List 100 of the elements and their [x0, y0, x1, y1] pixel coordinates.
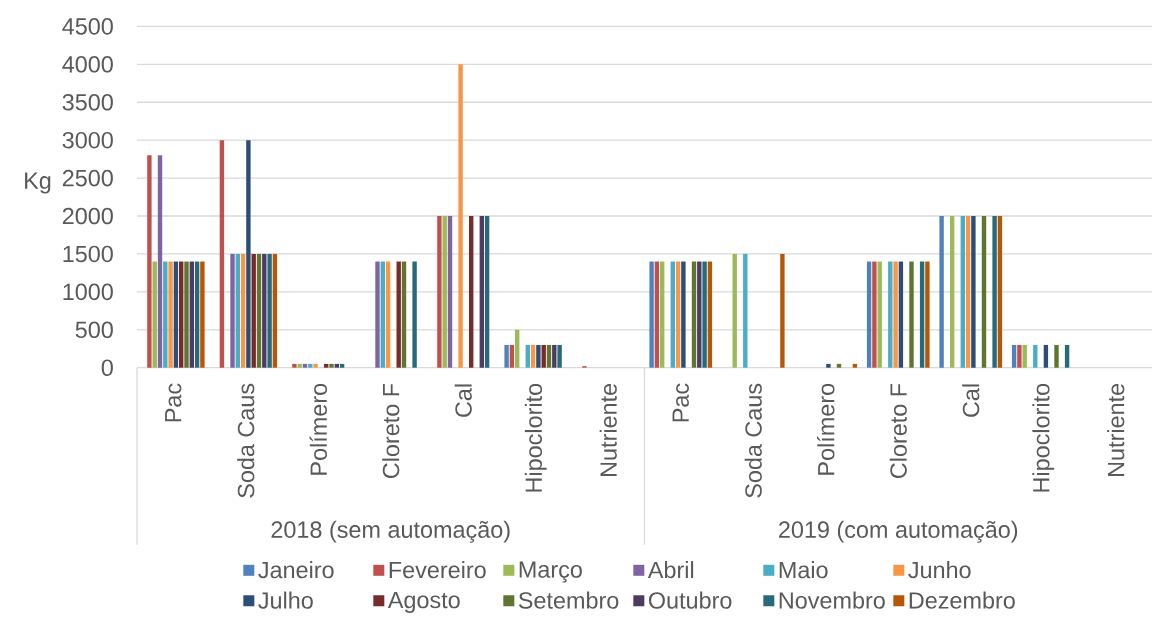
- bar: [504, 344, 509, 368]
- bar: [893, 261, 898, 368]
- bar: [396, 261, 401, 368]
- bar: [329, 363, 334, 368]
- bar: [826, 363, 831, 368]
- bar: [1043, 344, 1049, 368]
- x-tick-label: Soda Caus: [237, 383, 255, 498]
- bar: [230, 253, 235, 368]
- bar: [997, 216, 1003, 368]
- y-axis-title: Kg: [25, 172, 51, 194]
- bar: [898, 261, 904, 368]
- bar: [339, 363, 345, 368]
- bar: [654, 261, 660, 368]
- bar: [163, 261, 168, 368]
- bar: [251, 253, 256, 368]
- bar: [743, 253, 748, 368]
- bar: [670, 261, 675, 368]
- legend-label: Março: [519, 561, 582, 583]
- bar: [375, 261, 380, 368]
- bar: [509, 344, 515, 368]
- bar: [1054, 344, 1059, 368]
- y-tick-label: 1000: [63, 283, 113, 301]
- y-tick-label: 4500: [62, 18, 113, 35]
- bar: [324, 363, 329, 368]
- x-tick-label: Cal: [962, 384, 980, 417]
- bar: [246, 140, 251, 368]
- bar: [292, 363, 297, 368]
- y-tick-label: 3500: [62, 93, 113, 111]
- bar: [515, 329, 520, 368]
- x-tick-label: Cloreto F: [382, 383, 400, 478]
- bar: [950, 216, 955, 368]
- bar: [334, 363, 339, 368]
- bar: [691, 261, 697, 368]
- bar: [536, 344, 541, 368]
- bar: [675, 261, 681, 368]
- bar: [184, 261, 189, 368]
- x-tick-label: Nutriente: [599, 383, 617, 476]
- bar: [240, 253, 246, 368]
- bar: [385, 261, 391, 368]
- bar: [877, 261, 882, 368]
- y-tick-label: 500: [75, 321, 113, 339]
- y-tick-label: 1500: [63, 245, 113, 263]
- x-tick-label: Pac: [672, 383, 689, 422]
- bar: [836, 363, 842, 368]
- x-tick-label: Polímero: [309, 383, 327, 475]
- bar: [297, 363, 302, 368]
- bar: [649, 261, 654, 368]
- bar: [272, 253, 278, 368]
- y-tick-label: 0: [101, 359, 113, 376]
- y-tick-label: 4000: [62, 56, 113, 73]
- bar: [971, 216, 976, 368]
- bar: [302, 363, 308, 368]
- bar: [525, 344, 530, 368]
- bar: [412, 261, 417, 368]
- bar: [919, 261, 925, 368]
- x-tick-label: Hipoclorito: [1032, 383, 1055, 492]
- bar: [267, 253, 272, 368]
- bar: [479, 216, 484, 368]
- bar: [925, 261, 930, 368]
- legend-label: Maio: [779, 561, 828, 579]
- bar: [469, 216, 474, 368]
- bar: [557, 344, 562, 368]
- legend-label: Novembro: [779, 591, 885, 609]
- text: 2018 (sem automação): [271, 520, 510, 543]
- bar: [401, 261, 407, 368]
- bar: [965, 216, 971, 368]
- x-tick-label: Soda Caus: [744, 383, 762, 498]
- bar: [1022, 344, 1027, 368]
- text: 2019 (com automação): [779, 520, 1018, 543]
- bar: [530, 344, 536, 368]
- bar: [697, 261, 702, 368]
- bar: [1033, 344, 1038, 368]
- bar: [702, 261, 707, 368]
- bar: [147, 155, 152, 368]
- bar: [852, 363, 858, 368]
- bar: [888, 261, 893, 368]
- bar: [179, 261, 184, 368]
- bar: [235, 253, 240, 368]
- bar: [981, 216, 987, 368]
- bar: [168, 261, 173, 368]
- bar: [909, 261, 914, 368]
- bar: [732, 253, 737, 368]
- bar: [780, 253, 785, 368]
- bar: [157, 155, 163, 368]
- bar: [194, 261, 200, 368]
- legend-label: Setembro: [518, 591, 619, 609]
- bar: [872, 261, 877, 368]
- legend-label: Julho: [258, 591, 313, 609]
- x-tick-label: Cal: [454, 384, 472, 417]
- bar: [313, 363, 318, 368]
- bar: [458, 64, 463, 368]
- bar: [437, 216, 442, 368]
- legend-label: Janeiro: [258, 561, 334, 579]
- bar: [681, 261, 686, 368]
- x-tick-label: Hipoclorito: [524, 383, 547, 492]
- legend-label: Junho: [908, 561, 971, 579]
- bar: [866, 261, 872, 368]
- bar: [442, 216, 447, 368]
- bar: [541, 344, 546, 368]
- y-tick-label: 2000: [62, 207, 113, 225]
